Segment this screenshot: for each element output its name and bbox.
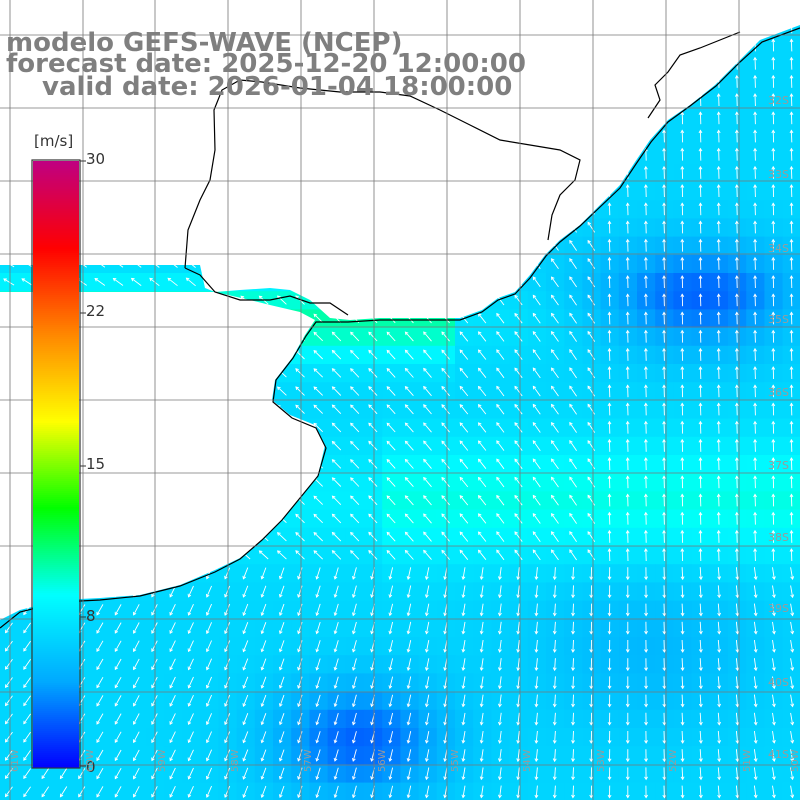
model-title: modelo GEFS-WAVE (NCEP) xyxy=(6,28,403,58)
lon-label: 60W xyxy=(85,749,96,772)
lat-label: 32S xyxy=(768,94,789,107)
lat-label: 34S xyxy=(768,242,789,255)
colorbar-tick-15: 15 xyxy=(86,455,106,473)
colorbar-tick-0: 0 xyxy=(86,758,96,776)
lon-label: 51W xyxy=(742,749,753,772)
coastline-north xyxy=(647,31,741,119)
colorbar-tick-8: 8 xyxy=(86,607,96,625)
valid-date: valid date: 2026-01-04 18:00:00 xyxy=(42,72,513,102)
lat-label: 38S xyxy=(768,531,789,544)
lon-label: 61W xyxy=(10,749,21,772)
lat-label: 33S xyxy=(768,168,789,181)
colorbar xyxy=(33,160,86,768)
colorbar-tick-22: 22 xyxy=(86,302,106,320)
colorbar-frame xyxy=(31,159,81,769)
lon-label: 52W xyxy=(668,749,679,772)
lon-label: 56W xyxy=(377,749,388,772)
border-line xyxy=(184,79,581,316)
lon-label: 53W xyxy=(596,749,607,772)
lat-label: 35S xyxy=(768,313,789,326)
lon-label: 58W xyxy=(230,749,241,772)
lon-label: 59W xyxy=(157,749,168,772)
lat-label: 39S xyxy=(768,602,789,615)
lat-label: 41S xyxy=(768,748,789,761)
lon-label: 54W xyxy=(522,749,533,772)
lon-label: 50W xyxy=(790,749,800,772)
colorbar-unit: [m/s] xyxy=(34,132,74,150)
lon-label: 57W xyxy=(303,749,314,772)
forecast-date: forecast date: 2025-12-20 12:00:00 xyxy=(6,49,526,79)
colorbar-tick-30: 30 xyxy=(86,150,106,168)
lat-label: 40S xyxy=(768,676,789,689)
lon-label: 55W xyxy=(450,749,461,772)
lat-label: 37S xyxy=(768,459,789,472)
coastline xyxy=(0,27,800,629)
lat-label: 36S xyxy=(768,386,789,399)
